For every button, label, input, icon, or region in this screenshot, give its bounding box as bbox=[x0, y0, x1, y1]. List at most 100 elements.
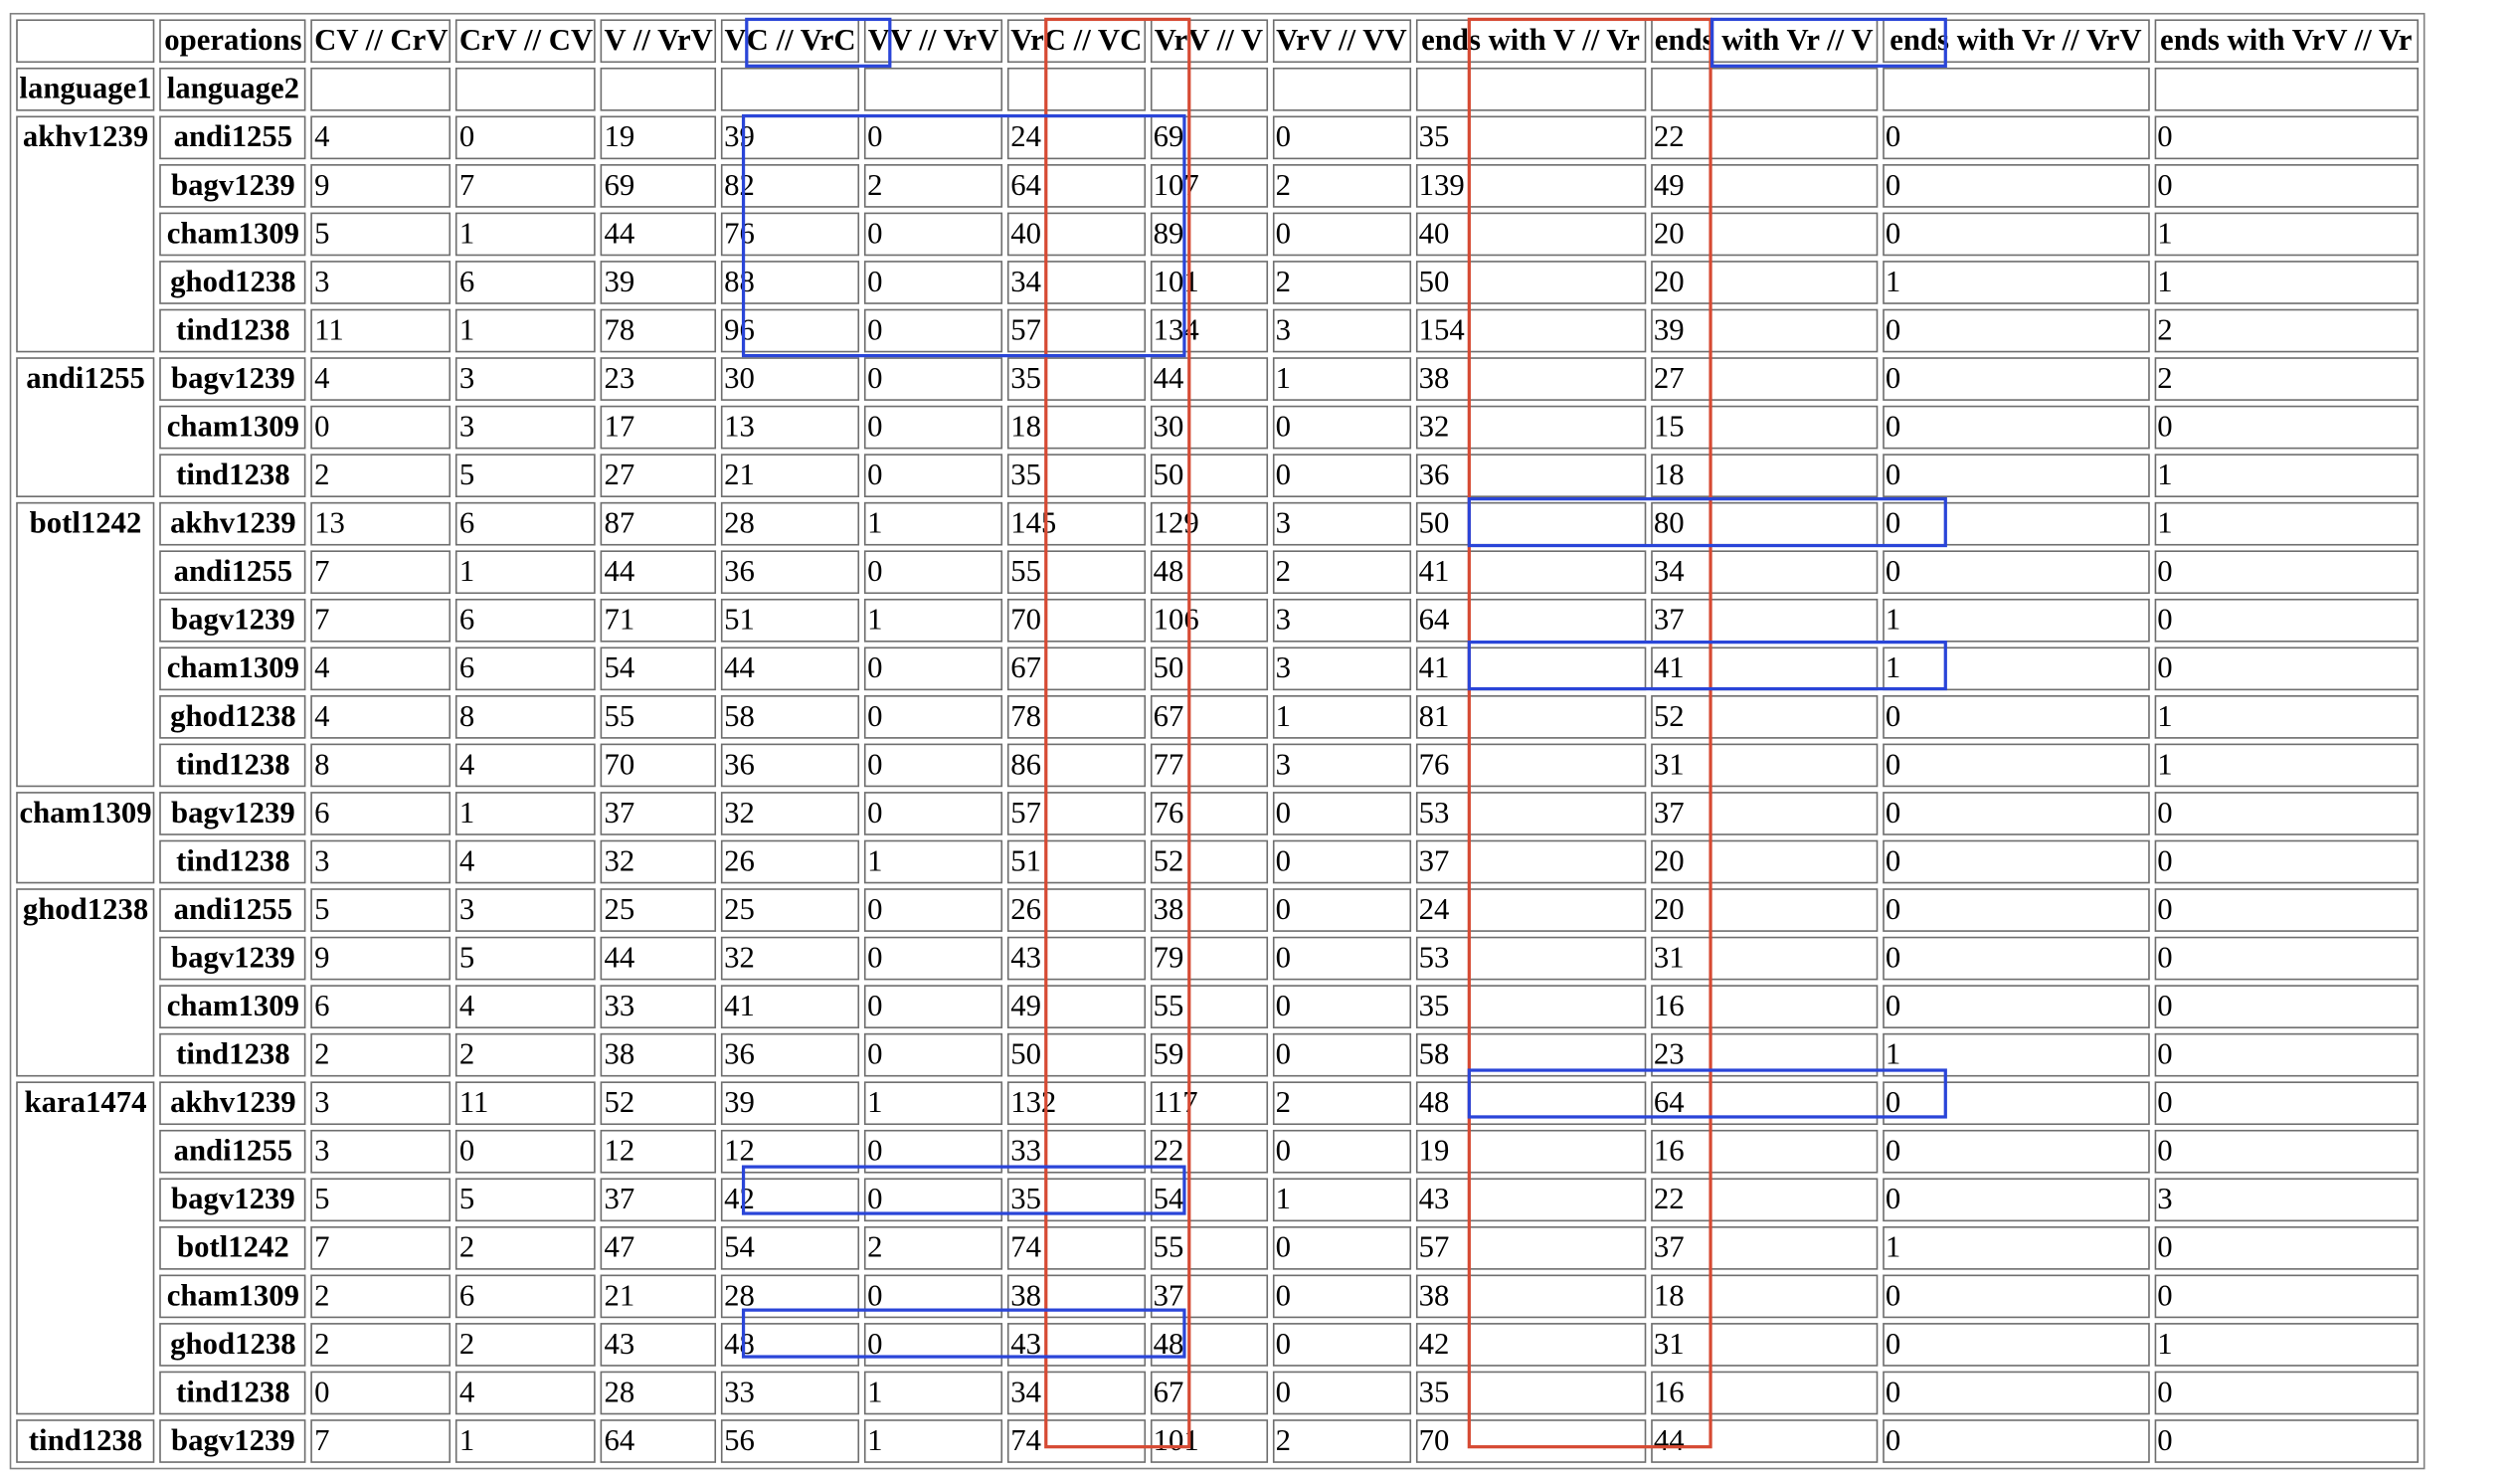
value-cell: 0 bbox=[1882, 1081, 2150, 1126]
language2-cell: andi1255 bbox=[159, 550, 307, 595]
table-row: cham1309 bagv1239 6 1 37 32 0 57 76 0 53 37 0 0 bbox=[16, 792, 2419, 884]
value-cell: 22 bbox=[1650, 115, 1878, 160]
value-cell: 35 bbox=[1415, 985, 1646, 1028]
value-cell: 58 bbox=[1415, 1032, 1646, 1077]
language1-cell: akhv1239 bbox=[16, 115, 155, 353]
value-cell: 0 bbox=[1272, 1032, 1411, 1077]
value-cell: 1 bbox=[2154, 454, 2419, 497]
value-cell: 0 bbox=[1882, 695, 2150, 739]
value-cell: 3 bbox=[1272, 501, 1411, 546]
table-row: tind1238 2 5 27 21 0 35 50 0 36 18 0 1 bbox=[16, 454, 2419, 497]
value-cell: 53 bbox=[1415, 936, 1646, 981]
value-cell: 12 bbox=[720, 1129, 860, 1174]
value-cell: 19 bbox=[1415, 1129, 1646, 1174]
value-cell: 3 bbox=[1272, 646, 1411, 691]
value-cell: 6 bbox=[310, 792, 451, 835]
value-cell: 3 bbox=[455, 405, 597, 450]
language2-cell: bagv1239 bbox=[159, 164, 307, 208]
value-cell: 0 bbox=[2154, 1419, 2419, 1463]
value-cell: 31 bbox=[1650, 743, 1878, 788]
empty-header-cell bbox=[2154, 67, 2419, 111]
value-cell: 0 bbox=[863, 1274, 1003, 1319]
value-cell: 81 bbox=[1415, 695, 1646, 739]
value-cell: 7 bbox=[310, 598, 451, 643]
value-cell: 0 bbox=[1882, 1371, 2150, 1415]
value-cell: 44 bbox=[720, 646, 860, 691]
value-cell: 1 bbox=[1272, 695, 1411, 739]
value-cell: 35 bbox=[1006, 357, 1146, 401]
table-row: tind1238 bagv1239 7 1 64 56 1 74 101 2 70 44 0 0 bbox=[16, 1419, 2419, 1463]
value-cell: 132 bbox=[1006, 1081, 1146, 1126]
value-cell: 6 bbox=[455, 501, 597, 546]
value-cell: 6 bbox=[455, 261, 597, 304]
language1-cell: andi1255 bbox=[16, 357, 155, 497]
value-cell: 27 bbox=[1650, 357, 1878, 401]
value-cell: 77 bbox=[1150, 743, 1268, 788]
column-header: VrV // V bbox=[1150, 19, 1268, 64]
value-cell: 67 bbox=[1150, 695, 1268, 739]
value-cell: 0 bbox=[863, 1129, 1003, 1174]
value-cell: 0 bbox=[1882, 501, 2150, 546]
value-cell: 24 bbox=[1006, 115, 1146, 160]
language2-cell: tind1238 bbox=[159, 454, 307, 497]
value-cell: 67 bbox=[1006, 646, 1146, 691]
table-row: ghod1238 2 2 43 48 0 43 48 0 42 31 0 1 bbox=[16, 1323, 2419, 1367]
value-cell: 18 bbox=[1650, 1274, 1878, 1319]
value-cell: 4 bbox=[310, 646, 451, 691]
empty-header-cell bbox=[1650, 67, 1878, 111]
value-cell: 70 bbox=[1006, 598, 1146, 643]
value-cell: 1 bbox=[863, 1081, 1003, 1126]
value-cell: 4 bbox=[310, 357, 451, 401]
value-cell: 134 bbox=[1150, 308, 1268, 353]
value-cell: 43 bbox=[1006, 1323, 1146, 1367]
value-cell: 0 bbox=[1882, 454, 2150, 497]
value-cell: 37 bbox=[1650, 792, 1878, 835]
value-cell: 0 bbox=[1882, 743, 2150, 788]
value-cell: 2 bbox=[2154, 308, 2419, 353]
value-cell: 64 bbox=[1415, 598, 1646, 643]
table-row: andi1255 bagv1239 4 3 23 30 0 35 44 1 38 27 0 2 bbox=[16, 357, 2419, 497]
value-cell: 51 bbox=[720, 598, 860, 643]
value-cell: 1 bbox=[2154, 1323, 2419, 1367]
value-cell: 35 bbox=[1006, 454, 1146, 497]
value-cell: 5 bbox=[310, 212, 451, 257]
value-cell: 26 bbox=[720, 839, 860, 884]
value-cell: 43 bbox=[601, 1323, 717, 1367]
value-cell: 1 bbox=[863, 501, 1003, 546]
value-cell: 11 bbox=[310, 308, 451, 353]
table-row: akhv1239 andi1255 4 0 19 39 0 24 69 0 35 22 0 0 bbox=[16, 115, 2419, 353]
value-cell: 32 bbox=[601, 839, 717, 884]
value-cell: 0 bbox=[863, 888, 1003, 932]
value-cell: 56 bbox=[720, 1419, 860, 1463]
value-cell: 0 bbox=[1882, 936, 2150, 981]
value-cell: 0 bbox=[1272, 1274, 1411, 1319]
value-cell: 0 bbox=[1882, 357, 2150, 401]
value-cell: 50 bbox=[1415, 501, 1646, 546]
value-cell: 76 bbox=[720, 212, 860, 257]
value-cell: 0 bbox=[863, 1323, 1003, 1367]
value-cell: 0 bbox=[2154, 1225, 2419, 1270]
language2-cell: tind1238 bbox=[159, 1371, 307, 1415]
table-row: ghod1238 andi1255 5 3 25 25 0 26 38 0 24 20 0 0 bbox=[16, 888, 2419, 1077]
value-cell: 2 bbox=[2154, 357, 2419, 401]
value-cell: 20 bbox=[1650, 888, 1878, 932]
value-cell: 1 bbox=[1272, 357, 1411, 401]
value-cell: 4 bbox=[455, 985, 597, 1028]
value-cell: 37 bbox=[601, 1178, 717, 1222]
empty-header-cell bbox=[1150, 67, 1268, 111]
value-cell: 0 bbox=[1882, 1178, 2150, 1222]
value-cell: 76 bbox=[1415, 743, 1646, 788]
language2-cell: andi1255 bbox=[159, 1129, 307, 1174]
value-cell: 1 bbox=[863, 598, 1003, 643]
value-cell: 50 bbox=[1415, 261, 1646, 304]
value-cell: 34 bbox=[1006, 261, 1146, 304]
value-cell: 18 bbox=[1650, 454, 1878, 497]
language2-cell: ghod1238 bbox=[159, 261, 307, 304]
value-cell: 40 bbox=[1415, 212, 1646, 257]
language2-cell: bagv1239 bbox=[159, 936, 307, 981]
value-cell: 11 bbox=[455, 1081, 597, 1126]
value-cell: 1 bbox=[1882, 598, 2150, 643]
value-cell: 1 bbox=[1882, 1225, 2150, 1270]
value-cell: 7 bbox=[310, 550, 451, 595]
